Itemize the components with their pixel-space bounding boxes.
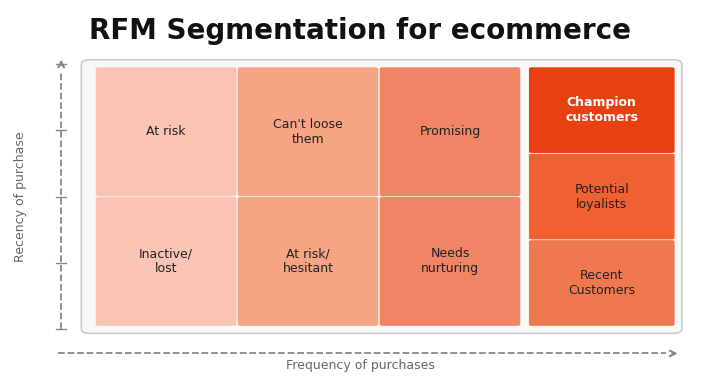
Text: At risk/
hesitant: At risk/ hesitant <box>282 247 333 276</box>
Text: Needs
nurturing: Needs nurturing <box>421 247 479 276</box>
Text: Recency of purchase: Recency of purchase <box>14 131 27 262</box>
FancyBboxPatch shape <box>238 197 378 326</box>
Text: Frequency of purchases: Frequency of purchases <box>286 359 434 372</box>
Text: Promising: Promising <box>419 125 481 138</box>
FancyBboxPatch shape <box>379 67 521 196</box>
Text: RFM Segmentation for ecommerce: RFM Segmentation for ecommerce <box>89 17 631 45</box>
FancyBboxPatch shape <box>96 67 236 196</box>
FancyBboxPatch shape <box>379 197 521 326</box>
FancyBboxPatch shape <box>238 67 378 196</box>
Text: Inactive/
lost: Inactive/ lost <box>139 247 193 276</box>
FancyBboxPatch shape <box>96 197 236 326</box>
Text: Potential
loyalists: Potential loyalists <box>575 183 629 211</box>
FancyBboxPatch shape <box>529 240 675 326</box>
Text: Champion
customers: Champion customers <box>565 96 639 124</box>
FancyBboxPatch shape <box>529 67 675 153</box>
Text: Can't loose
them: Can't loose them <box>273 118 343 146</box>
Text: Recent
Customers: Recent Customers <box>568 269 635 297</box>
Text: At risk: At risk <box>146 125 186 138</box>
FancyBboxPatch shape <box>529 154 675 239</box>
FancyBboxPatch shape <box>81 60 682 333</box>
